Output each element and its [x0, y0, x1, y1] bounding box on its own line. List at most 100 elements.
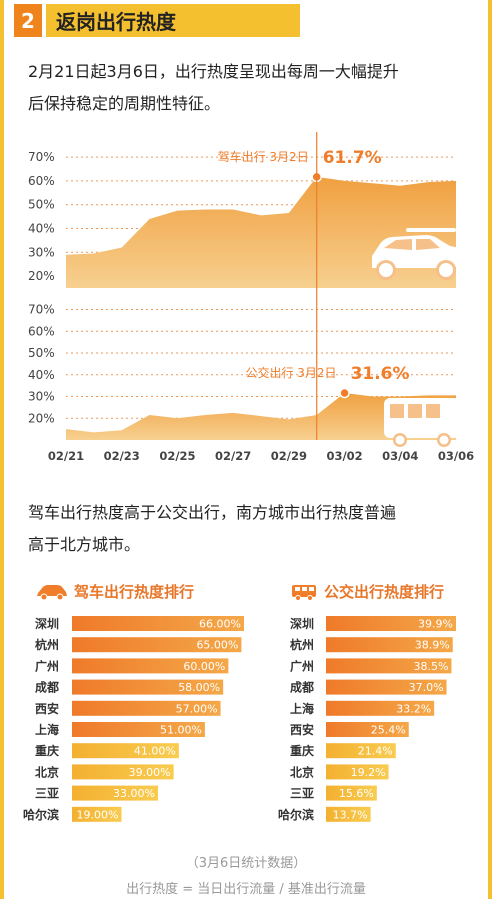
city-label: 杭州	[290, 637, 314, 652]
bar-value-label: 33.00%	[113, 787, 155, 800]
y-tick-label: 30%	[28, 245, 55, 259]
bar	[72, 764, 174, 780]
y-tick-label: 60%	[28, 174, 55, 188]
y-tick-label: 40%	[28, 368, 55, 382]
y-tick-label: 20%	[28, 269, 55, 283]
ranking-charts: 深圳 66.00% 杭州 65.00% 广州 60.00% 成都 58.00% 西安 57.00%…	[23, 616, 456, 822]
bar-value-label: 21.4%	[358, 745, 393, 758]
intro-text: 2月21日起3月6日，出行热度呈现出每周一大幅提升 后保持稳定的周期性特征。	[28, 56, 468, 120]
footnote: （3月6日统计数据）	[185, 856, 307, 871]
city-label: 杭州	[35, 637, 59, 652]
city-label: 北京	[35, 764, 59, 779]
bar-value-label: 65.00%	[196, 639, 238, 652]
bar	[326, 679, 447, 695]
bar	[326, 637, 453, 653]
city-label: 哈尔滨	[23, 807, 59, 822]
bar	[72, 637, 242, 653]
x-tick-label: 02/25	[159, 449, 195, 463]
city-label: 深圳	[290, 616, 314, 631]
bar-value-label: 19.2%	[351, 766, 386, 779]
formula-note: 出行热度 = 当日出行流量 / 基准出行流量	[126, 882, 366, 897]
bar-value-label: 13.7%	[333, 808, 368, 821]
y-tick-label: 30%	[28, 390, 55, 404]
bar	[326, 700, 435, 716]
intro-line: 后保持稳定的周期性特征。	[28, 94, 221, 113]
y-tick-label: 40%	[28, 222, 55, 236]
city-label: 哈尔滨	[278, 807, 314, 822]
right-border	[488, 0, 492, 899]
city-label: 重庆	[290, 743, 314, 758]
bar-value-label: 15.6%	[339, 787, 374, 800]
bar	[326, 722, 409, 737]
bar-value-label: 57.00%	[176, 702, 218, 715]
car-ranking-title: 驾车出行热度排行	[36, 581, 194, 602]
bar-value-label: 38.5%	[413, 660, 448, 673]
highlight-point	[339, 387, 350, 399]
bar-value-label: 58.00%	[178, 681, 220, 694]
section-number: 2	[14, 4, 42, 37]
bar	[72, 785, 158, 801]
bar-value-label: 60.00%	[183, 660, 225, 673]
annotation-value: 31.6%	[351, 364, 410, 384]
bar	[326, 806, 371, 822]
car-icon	[372, 228, 460, 280]
x-tick-label: 03/04	[382, 449, 418, 463]
x-tick-label: 03/02	[326, 449, 362, 463]
annotation-label: 公交出行 3月2日	[245, 365, 336, 380]
bar	[326, 616, 456, 631]
bar	[72, 616, 244, 631]
summary-text: 驾车出行热度高于公交出行，南方城市出行热度普遍 高于北方城市。	[28, 497, 468, 561]
city-label: 西安	[35, 701, 59, 716]
bar-value-label: 39.00%	[129, 766, 171, 779]
bar-value-label: 41.00%	[134, 745, 176, 758]
y-tick-label: 50%	[28, 198, 55, 212]
bar	[72, 722, 205, 737]
area-series	[66, 176, 456, 288]
x-tick-label: 02/29	[271, 449, 307, 463]
summary-line: 驾车出行热度高于公交出行，南方城市出行热度普遍	[28, 503, 397, 522]
bar	[72, 700, 221, 716]
bar	[326, 658, 452, 674]
car-icon	[37, 584, 67, 600]
trend-chart: 70% 60% 50% 40% 30% 20% 驾车出行 3月2日 61.7% 70% 60% 50…	[28, 132, 474, 463]
city-label: 上海	[35, 722, 59, 737]
city-label: 广州	[35, 658, 59, 673]
y-tick-label: 60%	[28, 324, 55, 338]
bar	[326, 785, 377, 801]
annotation-value: 61.7%	[323, 148, 382, 168]
y-tick-label: 70%	[28, 303, 55, 317]
city-label: 深圳	[35, 616, 59, 631]
bus-icon	[292, 584, 316, 601]
car-ranking-title-text: 驾车出行热度排行	[74, 583, 195, 601]
city-label: 重庆	[35, 743, 59, 758]
bar-value-label: 19.00%	[77, 808, 119, 821]
city-label: 三亚	[35, 787, 59, 801]
bus-ranking-title: 公交出行热度排行	[290, 581, 444, 602]
bar	[72, 658, 229, 674]
bar-value-label: 66.00%	[199, 618, 241, 631]
city-label: 成都	[290, 680, 314, 695]
intro-line: 2月21日起3月6日，出行热度呈现出每周一大幅提升	[28, 62, 399, 81]
x-tick-label: 03/06	[438, 449, 474, 463]
bar-value-label: 33.2%	[396, 702, 431, 715]
bus-icon	[384, 398, 460, 447]
x-tick-label: 02/21	[48, 449, 84, 463]
city-label: 上海	[290, 701, 314, 716]
city-label: 成都	[35, 680, 59, 695]
bus-ranking-title-text: 公交出行热度排行	[324, 583, 445, 601]
x-tick-label: 02/23	[104, 449, 140, 463]
bar-value-label: 39.9%	[418, 618, 453, 631]
summary-line: 高于北方城市。	[28, 535, 141, 554]
bar-value-label: 37.0%	[409, 681, 444, 694]
bar	[326, 743, 396, 759]
bar-value-label: 51.00%	[160, 724, 202, 737]
area-series	[66, 393, 456, 440]
section-title: 返岗出行热度	[46, 4, 300, 37]
bar	[72, 743, 179, 759]
city-label: 广州	[290, 658, 314, 673]
bar-value-label: 25.4%	[371, 724, 406, 737]
x-tick-label: 02/27	[215, 449, 251, 463]
city-label: 三亚	[290, 787, 314, 801]
annotation-label: 驾车出行 3月2日	[218, 149, 309, 164]
